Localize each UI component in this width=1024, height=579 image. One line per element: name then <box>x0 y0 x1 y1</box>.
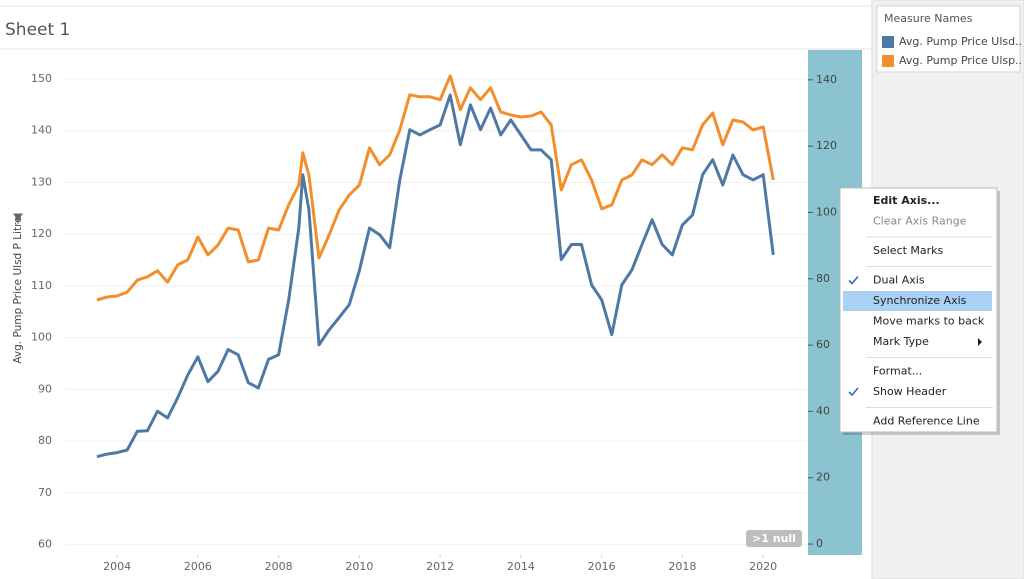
menu-item[interactable]: Format... <box>873 365 922 378</box>
y-tick-label: 70 <box>38 486 52 499</box>
legend-label: Avg. Pump Price Ulsd.. <box>899 35 1022 48</box>
y2-tick-label: 140 <box>816 73 837 86</box>
y-tick-label: 60 <box>38 538 52 551</box>
y-tick-label: 120 <box>31 227 52 240</box>
x-tick-label: 2018 <box>668 560 696 573</box>
y-tick-label: 100 <box>31 331 52 344</box>
series-line <box>96 74 775 302</box>
y-tick-label: 110 <box>31 279 52 292</box>
y-axis-title: Avg. Pump Price Ulsd P Litre <box>12 216 24 363</box>
y2-tick-label: 80 <box>816 272 830 285</box>
x-tick-label: 2010 <box>345 560 373 573</box>
menu-highlight <box>843 291 992 311</box>
y2-tick-label: 0 <box>816 537 823 550</box>
y-tick-label: 90 <box>38 382 52 395</box>
y-tick-label: 130 <box>31 175 52 188</box>
x-tick-label: 2006 <box>184 560 212 573</box>
legend-box <box>876 5 1021 73</box>
y2-tick-label: 40 <box>816 404 830 417</box>
menu-item[interactable]: Show Header <box>873 385 947 398</box>
context-menu: Edit Axis... Clear Axis Range Select Marks… <box>839 187 1000 435</box>
x-tick-label: 2008 <box>265 560 293 573</box>
legend-title: Measure Names <box>884 12 973 25</box>
y-tick-label: 140 <box>31 124 52 137</box>
menu-item: Clear Axis Range <box>873 215 967 228</box>
y2-tick-label: 20 <box>816 471 830 484</box>
menu-item[interactable]: Add Reference Line <box>873 415 980 428</box>
x-tick-label: 2014 <box>507 560 535 573</box>
sheet-title: Sheet 1 <box>5 20 70 40</box>
y2-tick-label: 120 <box>816 139 837 152</box>
y-tick-label: 150 <box>31 72 52 85</box>
pin-icon <box>13 213 23 224</box>
x-tick-label: 2012 <box>426 560 454 573</box>
y-tick-label: 80 <box>38 434 52 447</box>
menu-check <box>848 275 859 285</box>
menu-item[interactable]: Mark Type <box>873 335 929 348</box>
menu-item[interactable]: Synchronize Axis <box>873 294 967 307</box>
x-tick-label: 2016 <box>588 560 616 573</box>
null-badge[interactable] <box>746 530 802 547</box>
null-badge-text: >1 null <box>752 532 796 545</box>
menu-item[interactable]: Select Marks <box>873 244 944 257</box>
y2-tick-label: 60 <box>816 338 830 351</box>
legend-swatch[interactable] <box>882 36 894 48</box>
menu-check <box>848 387 859 397</box>
legend-swatch[interactable] <box>882 55 894 67</box>
x-tick-label: 2020 <box>749 560 777 573</box>
x-tick-label: 2004 <box>103 560 131 573</box>
menu-item[interactable]: Dual Axis <box>873 274 925 287</box>
y2-tick-label: 100 <box>816 205 837 218</box>
submenu-arrow <box>978 338 982 346</box>
series-line <box>96 93 775 459</box>
legend-label: Avg. Pump Price Ulsp.. <box>899 54 1022 67</box>
menu-item[interactable]: Move marks to back <box>873 315 985 328</box>
menu-item[interactable]: Edit Axis... <box>873 194 940 207</box>
